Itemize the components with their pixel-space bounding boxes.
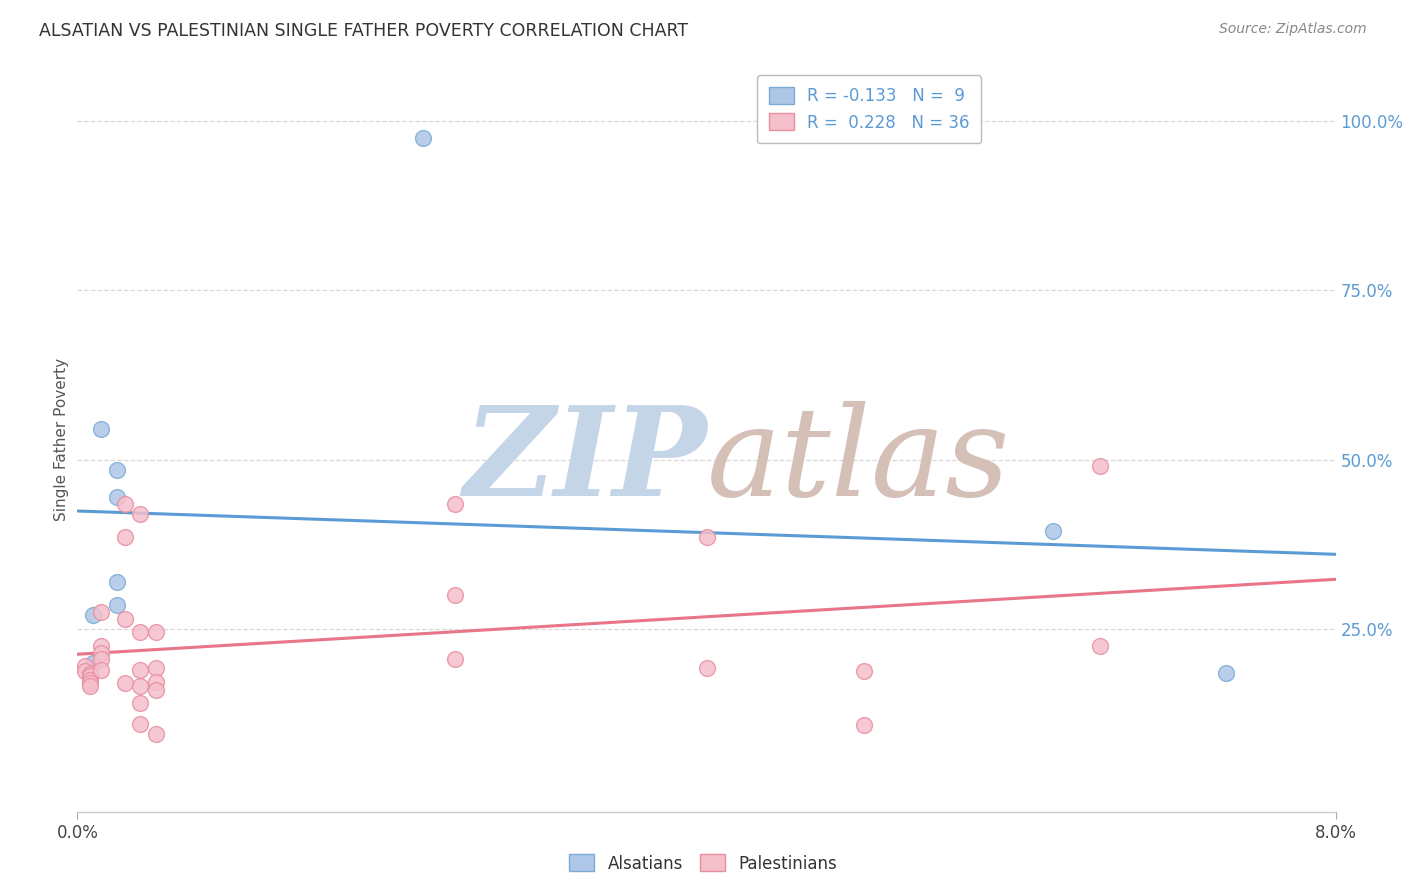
Point	[145, 674, 167, 689]
Point	[105, 490, 128, 504]
Point	[852, 664, 875, 678]
Point	[1088, 639, 1111, 653]
Point	[129, 625, 152, 640]
Legend: Alsatians, Palestinians: Alsatians, Palestinians	[562, 847, 844, 880]
Point	[129, 697, 152, 711]
Text: ZIP: ZIP	[463, 401, 707, 523]
Point	[79, 669, 101, 683]
Point	[129, 507, 152, 521]
Point	[105, 574, 128, 589]
Text: atlas: atlas	[707, 401, 1010, 523]
Point	[79, 676, 101, 690]
Point	[114, 676, 136, 690]
Point	[90, 605, 112, 619]
Point	[79, 667, 101, 681]
Point	[90, 639, 112, 653]
Point	[444, 588, 467, 602]
Point	[79, 673, 101, 687]
Point	[90, 663, 112, 677]
Text: ALSATIAN VS PALESTINIAN SINGLE FATHER POVERTY CORRELATION CHART: ALSATIAN VS PALESTINIAN SINGLE FATHER PO…	[39, 22, 689, 40]
Point	[852, 718, 875, 732]
Point	[75, 659, 97, 673]
Point	[79, 680, 101, 694]
Point	[114, 531, 136, 545]
Point	[696, 531, 718, 545]
Point	[1215, 665, 1237, 680]
Point	[145, 682, 167, 697]
Point	[129, 716, 152, 731]
Point	[75, 664, 97, 678]
Point	[105, 463, 128, 477]
Point	[90, 646, 112, 660]
Point	[145, 727, 167, 741]
Point	[696, 661, 718, 675]
Point	[82, 656, 104, 670]
Point	[129, 663, 152, 677]
Point	[114, 612, 136, 626]
Point	[444, 497, 467, 511]
Point	[1042, 524, 1064, 538]
Point	[1088, 459, 1111, 474]
Legend: R = -0.133   N =  9, R =  0.228   N = 36: R = -0.133 N = 9, R = 0.228 N = 36	[758, 75, 981, 144]
Point	[412, 131, 434, 145]
Point	[90, 422, 112, 436]
Point	[129, 680, 152, 694]
Point	[114, 497, 136, 511]
Point	[82, 608, 104, 623]
Text: Source: ZipAtlas.com: Source: ZipAtlas.com	[1219, 22, 1367, 37]
Point	[145, 625, 167, 640]
Y-axis label: Single Father Poverty: Single Father Poverty	[53, 358, 69, 521]
Point	[444, 652, 467, 666]
Point	[145, 661, 167, 675]
Point	[90, 652, 112, 666]
Point	[105, 598, 128, 612]
